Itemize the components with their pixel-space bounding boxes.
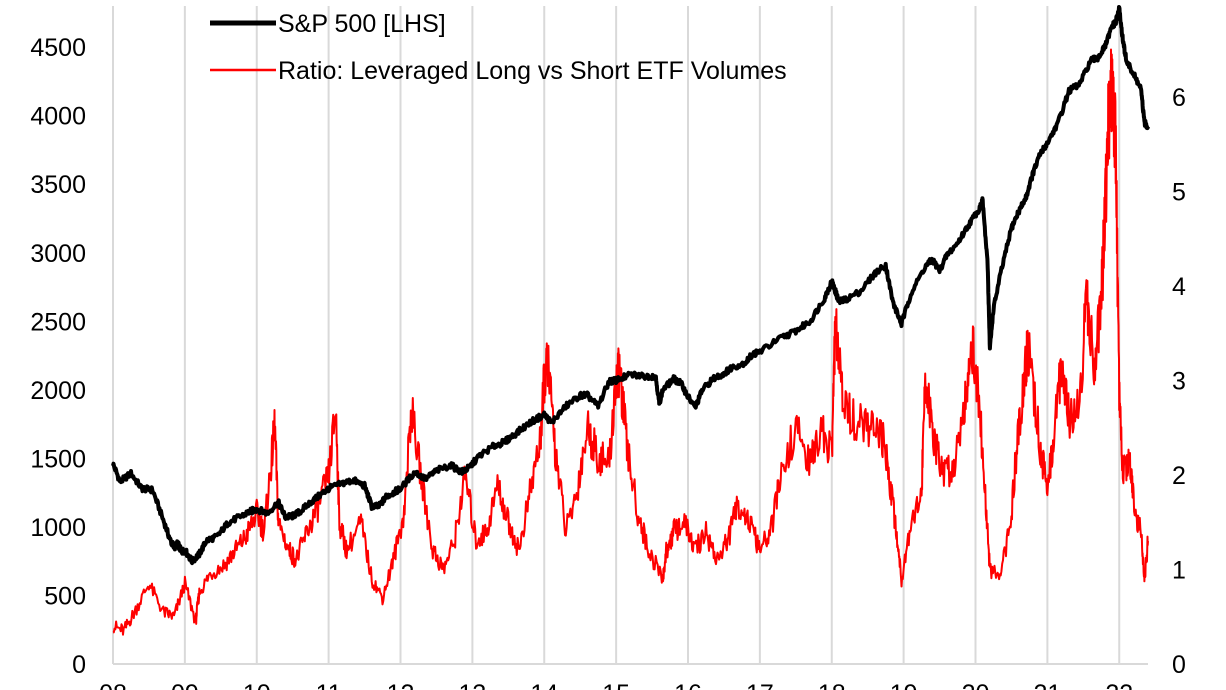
left-tick-label-4000: 4000 [30,103,86,131]
series-layer [111,5,1150,636]
x-tick-label-11: 11 [316,680,342,690]
x-tick-label-18: 18 [818,680,846,690]
right-tick-label-2: 2 [1172,462,1186,490]
x-tick-label-13: 13 [458,680,486,690]
x-tick-label-10: 10 [243,680,271,690]
right-tick-label-6: 6 [1172,84,1186,112]
legend-label-ratio: Ratio: Leveraged Long vs Short ETF Volum… [278,57,787,85]
right-y-axis: 0 1 2 3 4 5 6 [1172,84,1186,679]
left-tick-label-2000: 2000 [30,377,86,405]
x-tick-label-17: 17 [746,680,774,690]
series-line-sp500 [111,5,1150,566]
x-tick-label-15: 15 [602,680,630,690]
right-tick-label-0: 0 [1172,651,1186,679]
right-tick-label-5: 5 [1172,178,1186,206]
gridlines [112,6,1121,664]
left-tick-label-1500: 1500 [30,445,86,473]
x-tick-label-09: 09 [171,680,199,690]
right-tick-label-3: 3 [1172,367,1186,395]
left-tick-label-3000: 3000 [30,240,86,268]
left-tick-label-0: 0 [72,651,86,679]
left-tick-label-500: 500 [44,582,86,610]
x-tick-label-21: 21 [1033,680,1061,690]
left-tick-label-3500: 3500 [30,171,86,199]
left-tick-label-2500: 2500 [30,308,86,336]
x-tick-label-08: 08 [99,680,127,690]
left-tick-label-1000: 1000 [30,514,86,542]
x-tick-label-14: 14 [530,680,558,690]
x-tick-label-12: 12 [387,680,415,690]
series-line-etf-volume-ratio [112,48,1149,636]
legend-label-sp500: S&P 500 [LHS] [278,10,446,38]
x-tick-label-22: 22 [1105,680,1133,690]
x-tick-label-16: 16 [674,680,702,690]
left-tick-label-4500: 4500 [30,34,86,62]
right-tick-label-1: 1 [1172,556,1186,584]
x-tick-label-20: 20 [962,680,990,690]
right-tick-label-4: 4 [1172,273,1186,301]
x-axis: 08 09 10 11 12 13 14 15 16 17 18 19 20 21 22 [99,663,1148,690]
x-tick-label-19: 19 [890,680,918,690]
legend: S&P 500 [LHS] Ratio: Leveraged Long vs S… [210,10,787,85]
left-y-axis: 0 500 1000 1500 2000 2500 3000 3500 4000 4500 [30,34,86,679]
